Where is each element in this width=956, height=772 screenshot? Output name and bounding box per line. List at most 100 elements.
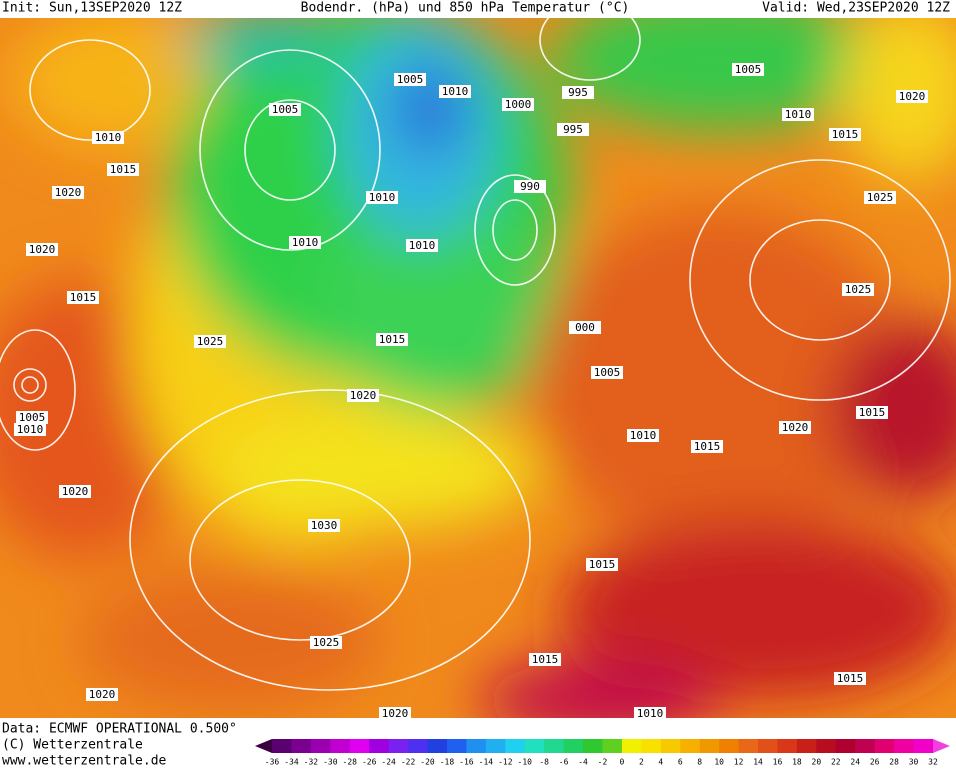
colorbar-label: -36 — [265, 758, 280, 767]
colorbar-label: -8 — [539, 758, 549, 767]
isobar-label-box — [52, 186, 84, 199]
isobar-label-box — [691, 440, 723, 453]
isobar-label: 1010 — [292, 236, 319, 249]
colorbar-label: 16 — [773, 758, 783, 767]
isobar-label: 1025 — [845, 283, 872, 296]
isobar-label-box — [562, 86, 594, 99]
colorbar-swatch — [505, 739, 526, 753]
colorbar-swatch — [544, 739, 565, 753]
isobar-label: 1005 — [272, 103, 299, 116]
colorbar-swatch — [272, 739, 292, 753]
isobar-label-box — [107, 163, 139, 176]
colorbar-label: 14 — [753, 758, 763, 767]
isobar-label: 1015 — [532, 653, 559, 666]
isobar-label: 1005 — [735, 63, 762, 76]
colorbar-swatch — [602, 739, 623, 753]
website: www.wetterzentrale.de — [2, 754, 167, 769]
isobar-label-box — [779, 421, 811, 434]
colorbar-swatch — [485, 739, 506, 753]
isobar-label: 1010 — [95, 131, 122, 144]
colorbar-swatch — [894, 739, 915, 753]
colorbar-label: 2 — [639, 758, 644, 767]
isobar-label: 1015 — [832, 128, 859, 141]
colorbar-swatch — [563, 739, 584, 753]
colorbar-label: 8 — [697, 758, 702, 767]
isobar-label: 1005 — [397, 73, 424, 86]
colorbar-swatch — [446, 739, 467, 753]
isobar-label: 1015 — [859, 406, 886, 419]
colorbar-swatch — [777, 739, 798, 753]
colorbar-swatch — [524, 739, 545, 753]
colorbar-label: -10 — [518, 758, 533, 767]
colorbar-label: 30 — [909, 758, 919, 767]
isobar-label-box — [92, 131, 124, 144]
isobar-label: 1005 — [594, 366, 621, 379]
isobar-label-box — [834, 672, 866, 685]
isobar-label-box — [864, 191, 896, 204]
colorbar-label: 28 — [889, 758, 899, 767]
colorbar-label: -32 — [304, 758, 319, 767]
isobar-label-box — [634, 707, 666, 720]
colorbar-label: -14 — [479, 758, 494, 767]
isobar-label: 1020 — [382, 707, 409, 720]
isobar-label: 1025 — [867, 191, 894, 204]
isobar-label-box — [782, 108, 814, 121]
isobar-label-box — [310, 636, 342, 649]
valid-time: Valid: Wed,23SEP2020 12Z — [762, 1, 950, 16]
isobar-label: 1015 — [837, 672, 864, 685]
colorbar-label: 10 — [714, 758, 724, 767]
isobar-label: 1020 — [899, 90, 926, 103]
colorbar-label: -30 — [323, 758, 338, 767]
colorbar-swatch — [874, 739, 895, 753]
colorbar: -36 -34 -32 -30 -28 -26 -24 -22 -20 -18 -16 -14 -12-… — [255, 739, 950, 767]
colorbar-label: -26 — [362, 758, 377, 767]
isobar-label-box — [67, 291, 99, 304]
colorbar-label: 6 — [678, 758, 683, 767]
isobar-label-box — [529, 653, 561, 666]
colorbar-swatch — [641, 739, 662, 753]
isobar-label-box — [194, 335, 226, 348]
isobar-label-box — [26, 243, 58, 256]
isobar-label: 1000 — [505, 98, 532, 111]
isobar-label-box — [86, 688, 118, 701]
colorbar-swatch — [660, 739, 681, 753]
colorbar-label: -20 — [420, 758, 435, 767]
isobar-label-box — [439, 85, 471, 98]
colorbar-arrow-right — [933, 739, 950, 753]
colorbar-swatch — [796, 739, 817, 753]
colorbar-swatch — [855, 739, 876, 753]
colorbar-label: 18 — [792, 758, 802, 767]
isobar-label: 1005 — [19, 411, 46, 424]
isobar-label-box — [829, 128, 861, 141]
colorbar-label: -22 — [401, 758, 416, 767]
isobar-labels: 1005101010009959951005102010101015100510… — [14, 63, 928, 720]
colorbar-label: -18 — [440, 758, 455, 767]
isobar-label-box — [376, 333, 408, 346]
isobar-label: 1010 — [442, 85, 469, 98]
isobar-label-box — [856, 406, 888, 419]
isobar-label-box — [569, 321, 601, 334]
isobar-label-box — [502, 98, 534, 111]
isobar-label: 1020 — [350, 389, 377, 402]
isobar-label: 1010 — [369, 191, 396, 204]
isobar-label-box — [289, 236, 321, 249]
colorbar-swatch — [621, 739, 642, 753]
isobar-label: 1020 — [782, 421, 809, 434]
colorbar-label: 22 — [831, 758, 841, 767]
colorbar-swatch — [583, 739, 603, 753]
isobar-label: 995 — [568, 86, 588, 99]
colorbar-swatch — [719, 739, 740, 753]
isobar-label: 1015 — [379, 333, 406, 346]
isobar-label-box — [347, 389, 379, 402]
colorbar-swatch — [680, 739, 701, 753]
isobar-label-box — [591, 366, 623, 379]
isobar-label-box — [586, 558, 618, 571]
isobar-label-box — [366, 191, 398, 204]
copyright: (C) Wetterzentrale — [2, 738, 143, 753]
colorbar-swatch — [427, 739, 448, 753]
isobar-label-box — [627, 429, 659, 442]
colorbar-swatch — [330, 739, 351, 753]
map-title: Bodendr. (hPa) und 850 hPa Temperatur (°… — [301, 1, 630, 16]
colorbar-label: 12 — [734, 758, 744, 767]
